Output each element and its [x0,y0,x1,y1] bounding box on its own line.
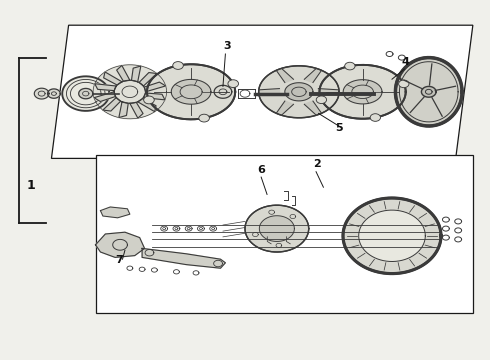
Polygon shape [138,99,156,112]
Polygon shape [304,68,321,82]
Polygon shape [139,73,157,86]
Polygon shape [95,84,116,91]
Polygon shape [276,101,294,115]
Polygon shape [304,101,321,115]
Polygon shape [421,86,436,97]
Polygon shape [318,89,339,95]
Polygon shape [130,102,143,118]
Polygon shape [359,210,425,261]
Polygon shape [103,98,121,111]
Text: 7: 7 [115,255,123,265]
Polygon shape [144,82,166,92]
Polygon shape [62,76,109,111]
Circle shape [344,62,355,70]
Polygon shape [214,85,232,98]
Polygon shape [104,72,122,85]
Polygon shape [51,25,473,158]
Polygon shape [131,66,141,82]
Circle shape [228,80,239,87]
Text: 3: 3 [223,41,231,51]
Polygon shape [319,65,406,119]
Circle shape [173,62,183,69]
Text: 1: 1 [27,179,36,192]
Circle shape [399,80,409,87]
Polygon shape [172,80,211,104]
Polygon shape [147,64,235,119]
Polygon shape [285,83,313,101]
Polygon shape [259,66,339,118]
Polygon shape [343,80,382,104]
Text: 2: 2 [314,159,321,170]
Polygon shape [48,89,60,98]
Polygon shape [94,92,116,102]
Polygon shape [119,102,128,118]
Circle shape [370,114,381,121]
Polygon shape [79,89,93,99]
Polygon shape [93,65,167,119]
Polygon shape [343,198,441,274]
Polygon shape [100,207,130,218]
Text: 5: 5 [336,123,343,134]
Polygon shape [259,89,279,95]
Text: 4: 4 [402,57,410,67]
Text: 6: 6 [257,165,265,175]
Circle shape [144,96,154,104]
Polygon shape [142,248,225,268]
Polygon shape [259,216,294,242]
Polygon shape [276,68,294,82]
Circle shape [316,96,326,104]
Circle shape [199,114,209,122]
Polygon shape [34,88,49,99]
Polygon shape [96,155,473,313]
Polygon shape [96,232,145,257]
Polygon shape [117,66,130,81]
Polygon shape [245,205,309,252]
Polygon shape [144,93,165,100]
Polygon shape [395,58,462,126]
